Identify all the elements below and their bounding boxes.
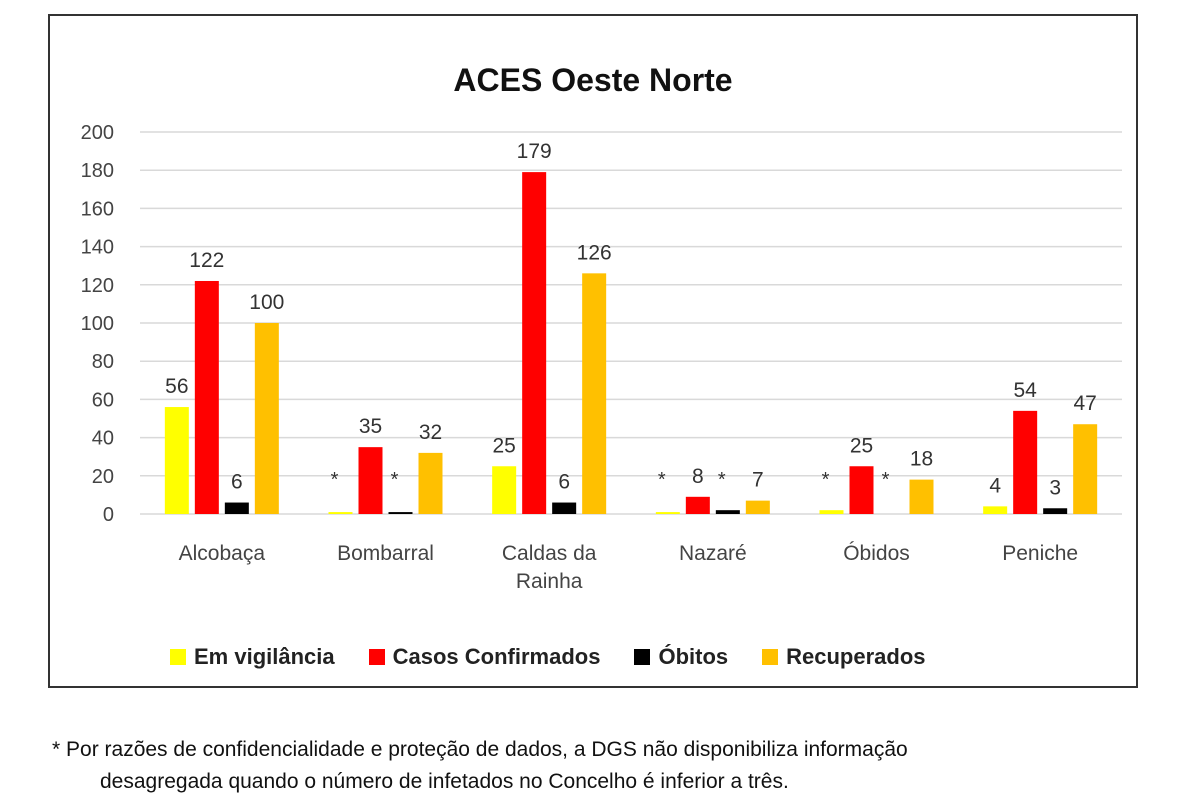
data-label: 54 <box>1013 379 1037 402</box>
data-label: 25 <box>492 434 515 457</box>
legend-swatch <box>762 649 779 665</box>
legend-item-recuperados: Recuperados <box>762 644 926 670</box>
x-tick-label: Alcobaça <box>179 542 266 565</box>
y-tick-label: 140 <box>81 237 114 259</box>
data-label: 179 <box>517 140 552 163</box>
bar <box>164 407 189 514</box>
y-tick-label: 40 <box>92 428 114 450</box>
data-label: 35 <box>359 415 382 438</box>
bar <box>983 506 1008 514</box>
x-tick-label: Rainha <box>516 570 583 593</box>
bar <box>552 502 577 514</box>
y-tick-label: 180 <box>81 160 114 182</box>
data-label: 3 <box>1049 476 1061 499</box>
legend-item-casos-confirmados: Casos Confirmados <box>368 644 601 670</box>
legend-item-obitos: Óbitos <box>634 644 728 670</box>
data-label: * <box>882 469 890 491</box>
data-label: 18 <box>910 448 933 471</box>
data-label: 4 <box>989 474 1001 497</box>
bar <box>194 280 219 514</box>
data-label: 56 <box>165 375 188 398</box>
y-tick-label: 200 <box>81 122 114 144</box>
data-label: * <box>331 469 339 491</box>
legend-label: Óbitos <box>658 644 729 669</box>
data-label: 7 <box>752 469 764 492</box>
bar <box>849 466 874 514</box>
x-tick-label: Nazaré <box>679 542 747 565</box>
bar <box>224 502 249 514</box>
bar <box>328 512 353 514</box>
data-label: 6 <box>558 471 570 494</box>
chart-legend: Em vigilância Casos Confirmados Óbitos R… <box>170 644 926 670</box>
data-label: 100 <box>249 291 284 314</box>
bar <box>909 479 934 514</box>
x-tick-label: Bombarral <box>337 542 434 565</box>
chart-frame: ACES Oeste Norte 0 20 40 60 80 100 120 140 160 18… <box>48 14 1138 688</box>
bar <box>492 466 517 514</box>
bar <box>1073 424 1098 514</box>
footnote-line-2: desagregada quando o número de infetados… <box>100 770 789 793</box>
y-tick-label: 160 <box>81 198 114 220</box>
data-label: * <box>822 469 830 491</box>
data-label: 6 <box>231 471 243 494</box>
data-label: 25 <box>850 434 873 457</box>
bar <box>1013 410 1038 514</box>
bar <box>388 512 413 514</box>
data-label: 32 <box>419 421 442 444</box>
bar-chart: 0 20 40 60 80 100 120 140 160 180 200 56 122 6 100 Alco… <box>81 122 1122 593</box>
legend-label: Recuperados <box>786 644 926 669</box>
x-tick-label: Óbidos <box>843 542 910 565</box>
y-tick-label: 60 <box>92 389 114 411</box>
bar <box>745 500 770 514</box>
y-tick-label: 80 <box>92 351 114 373</box>
bar <box>358 447 383 514</box>
data-label: * <box>391 469 399 491</box>
legend-label: Em vigilância <box>194 644 335 669</box>
data-label: * <box>658 469 666 491</box>
bar <box>819 510 844 514</box>
bar <box>254 323 279 514</box>
data-label: 8 <box>692 465 704 488</box>
bar <box>1043 508 1068 514</box>
y-tick-label: 100 <box>81 313 114 335</box>
data-label: 122 <box>189 249 224 272</box>
chart-title: ACES Oeste Norte <box>453 62 733 98</box>
y-tick-label: 120 <box>81 275 114 297</box>
footnote: * Por razões de confidencialidade e prot… <box>52 734 1192 798</box>
legend-item-em-vigilancia: Em vigilância <box>170 644 335 670</box>
bar <box>655 512 680 514</box>
x-tick-label: Caldas da <box>502 542 597 565</box>
bar <box>715 510 740 514</box>
data-label: 126 <box>577 241 612 264</box>
data-label: 47 <box>1073 392 1096 415</box>
legend-swatch <box>634 649 651 665</box>
bar <box>418 452 443 514</box>
bar <box>582 273 607 514</box>
data-label: * <box>718 469 726 491</box>
y-tick-label: 20 <box>92 466 114 488</box>
legend-swatch <box>368 649 385 665</box>
x-tick-label: Peniche <box>1002 542 1078 565</box>
bar <box>685 496 710 514</box>
legend-swatch <box>170 649 186 665</box>
bar <box>522 172 547 515</box>
y-tick-label: 0 <box>103 504 114 526</box>
legend-label: Casos Confirmados <box>392 644 601 669</box>
footnote-line-1: * Por razões de confidencialidade e prot… <box>52 738 908 761</box>
